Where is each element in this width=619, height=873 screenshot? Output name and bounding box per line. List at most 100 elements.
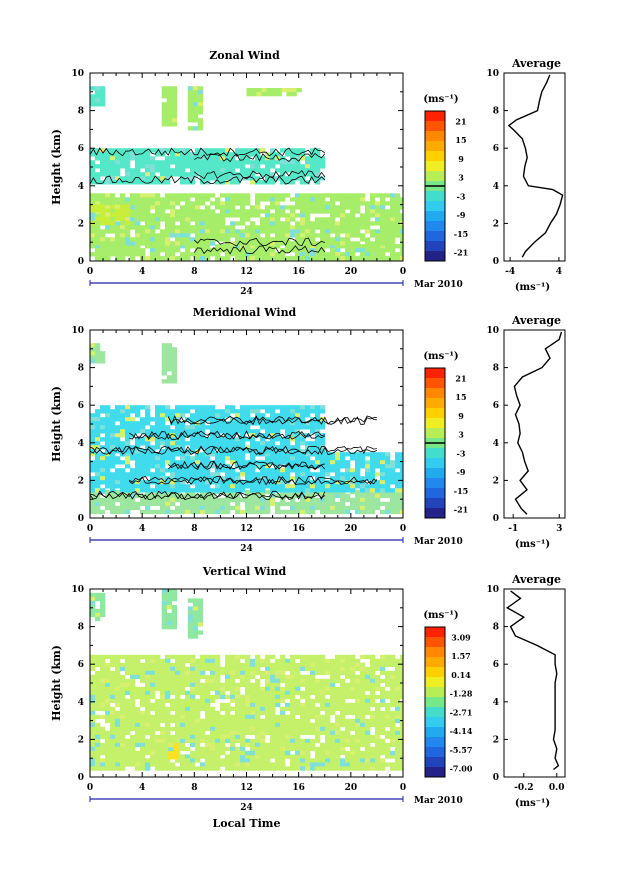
meridional-region-1 (90, 452, 403, 493)
vertical-average-frame (503, 588, 566, 778)
zonal-colorbar-tick-1: 15 (455, 135, 466, 145)
zonal-average-ytick-4: 8 (493, 107, 499, 117)
zonal-colorbar: (ms⁻¹) 21 15 9 3 -3 -9 -15 -21 (423, 94, 468, 262)
vertical-colorbar-bin-1 (425, 637, 445, 648)
meridional-contour-8 (168, 460, 325, 471)
vertical-colorbar-bin-0 (425, 627, 445, 638)
vertical-average-ytick-5: 10 (486, 585, 499, 595)
meridional-contour-1 (128, 475, 378, 486)
zonal-colorbar-bin-13 (425, 241, 445, 252)
vertical-average-ytick-2: 4 (493, 698, 499, 708)
zonal-ytick-label-4: 8 (78, 107, 84, 117)
zonal-average-xtick-1: 4 (556, 267, 562, 277)
vertical-colorbar-unit: (ms⁻¹) (423, 610, 458, 621)
meridional-xtick-label-1: 4 (139, 524, 145, 534)
meridional-colorbar-tick-4: -3 (457, 448, 466, 458)
zonal-colorbar-bin-2 (425, 131, 445, 142)
meridional-colorbar-tick-5: -9 (457, 467, 466, 477)
meridional-xtick-label-2: 8 (191, 524, 197, 534)
vertical-ytick-label-5: 10 (71, 585, 84, 595)
vertical-date-label: 24 (240, 803, 253, 813)
meridional-xtick-label-3: 12 (240, 524, 253, 534)
zonal-colorbar-tick-7: -21 (454, 248, 468, 258)
zonal-region-3 (90, 148, 326, 185)
zonal-average-frame (503, 72, 566, 262)
zonal-contour-4 (194, 169, 326, 180)
vertical-average-title: Average (511, 573, 561, 586)
meridional-colorbar-unit: (ms⁻¹) (423, 351, 458, 362)
meridional-colorbar-tick-3: 3 (458, 430, 464, 440)
meridional-average-xtick-0: -1 (508, 524, 518, 534)
meridional-month-label: Mar 2010 (414, 537, 463, 547)
vertical-title: Vertical Wind (202, 565, 287, 578)
zonal-average-ytick-3: 6 (493, 144, 499, 154)
vertical-ytick-label-1: 2 (78, 735, 84, 745)
vertical-colorbar-bin-7 (425, 697, 445, 708)
vertical-field (90, 589, 403, 771)
meridional-xtick-label-6: 0 (400, 524, 406, 534)
meridional-field (90, 343, 403, 515)
zonal-xtick-label-0: 0 (87, 267, 93, 277)
meridional-ytick-label-2: 4 (78, 439, 84, 449)
meridional-contour-0 (90, 490, 326, 501)
vertical-colorbar-bin-11 (425, 737, 445, 748)
meridional-average-ytick-0: 0 (493, 514, 499, 524)
zonal-colorbar-tick-4: -3 (457, 191, 466, 201)
zonal-colorbar-bin-10 (425, 211, 445, 222)
meridional-colorbar-bin-14 (425, 508, 445, 519)
vertical-average-profile (506, 590, 560, 771)
zonal-colorbar-tick-6: -15 (454, 229, 468, 239)
vertical-average-ytick-3: 6 (493, 660, 499, 670)
zonal-contour-2 (194, 237, 325, 247)
vertical-colorbar-tick-6: -5.57 (450, 745, 473, 755)
meridional-average-frame (503, 329, 566, 519)
meridional-colorbar-bin-13 (425, 498, 445, 509)
meridional-contour-11 (167, 415, 377, 426)
meridional-contour-5 (167, 415, 377, 426)
vertical-xtick-label-1: 4 (139, 783, 145, 793)
meridional-average-xlabel: (ms⁻¹) (515, 539, 550, 550)
zonal-colorbar-tick-2: 9 (458, 154, 464, 164)
meridional-colorbar-bin-6 (425, 428, 445, 439)
vertical-average-xtick-1: 0.0 (549, 783, 565, 793)
vertical-xtick-label-2: 8 (191, 783, 197, 793)
meridional-region-4 (161, 343, 177, 384)
vertical-colorbar-tick-4: -2.71 (450, 707, 473, 717)
meridional-contour-4 (128, 430, 325, 441)
zonal-colorbar-tick-0: 21 (455, 116, 466, 126)
meridional-colorbar-bin-11 (425, 478, 445, 489)
meridional-region-3 (90, 343, 106, 364)
zonal-colorbar-bin-9 (425, 201, 445, 212)
meridional-average-ytick-2: 4 (493, 439, 499, 449)
vertical-colorbar-bin-5 (425, 677, 445, 688)
zonal-average-ytick-2: 4 (493, 182, 499, 192)
meridional-average-panel: Average 0 2 4 6 8 10 -1 3 (ms⁻¹) (486, 314, 566, 550)
vertical-colorbar-bin-4 (425, 667, 445, 678)
vertical-colorbar-bin-12 (425, 747, 445, 758)
vertical-xtick-label-6: 0 (400, 783, 406, 793)
meridional-ytick-label-1: 2 (78, 476, 84, 486)
zonal-average-title: Average (511, 57, 561, 70)
meridional-title: Meridional Wind (193, 306, 297, 319)
meridional-contour-6 (90, 490, 326, 501)
meridional-average-profile (513, 331, 563, 515)
meridional-contour-2 (168, 460, 326, 470)
meridional-colorbar-bin-9 (425, 458, 445, 469)
vertical-colorbar-tick-5: -4.14 (450, 726, 473, 736)
zonal-contours (90, 147, 326, 255)
meridional-contour-9 (90, 445, 378, 456)
meridional-contour-3 (90, 445, 377, 456)
meridional-colorbar-bin-4 (425, 408, 445, 419)
meridional-xtick-label-4: 16 (292, 524, 305, 534)
vertical-xlabel: Local Time (213, 817, 281, 830)
vertical-average-ytick-4: 8 (493, 623, 499, 633)
meridional-colorbar-tick-2: 9 (458, 411, 464, 421)
zonal-date-label: 24 (240, 287, 253, 297)
zonal-colorbar-tick-5: -9 (457, 210, 466, 220)
meridional-ylabel: Height (km) (50, 386, 63, 462)
vertical-colorbar-frame (424, 626, 446, 778)
meridional-colorbar-tick-0: 21 (455, 373, 466, 383)
vertical-region-0 (90, 754, 403, 771)
